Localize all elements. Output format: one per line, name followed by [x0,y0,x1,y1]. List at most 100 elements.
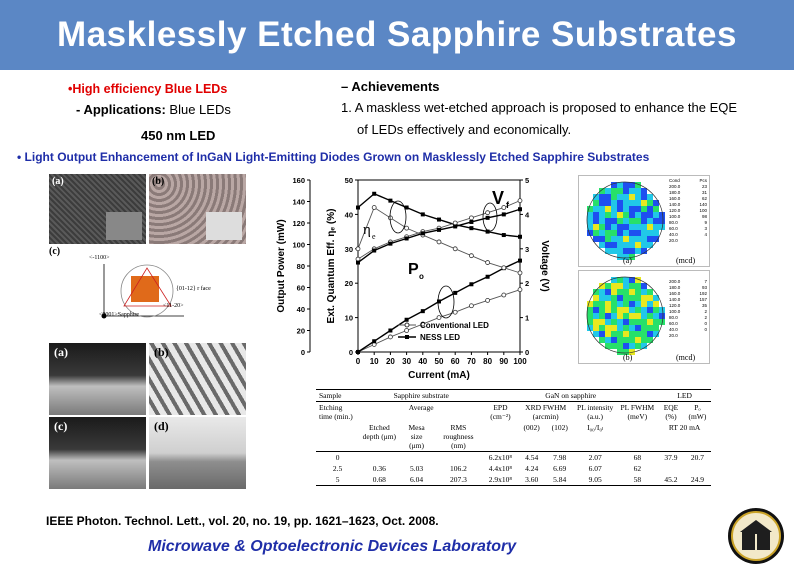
wafer-die [611,319,617,325]
eqe-tick-label: 50 [345,176,353,185]
wafer-die [611,289,617,295]
crystal-diagram-svg [101,264,184,319]
table-subheader-cell: (102) [551,423,568,432]
eqe-tick-label: 10 [345,314,353,323]
power-tick-label: 60 [297,284,305,293]
wafer-die [623,295,629,301]
table-header-cell: Pₒ (mW) [688,403,707,421]
table-group-header: LED [677,391,692,400]
legend-cond-value: 20.0 [669,333,678,338]
wafer-die [647,218,653,224]
wafer-die [635,200,641,206]
wafer-die [641,331,647,337]
wafer-die [641,206,647,212]
wafer-die [587,313,593,319]
data-point [355,256,361,262]
wafer-die [629,248,635,254]
wafer-die [605,301,611,307]
legend-cond-value: 200.0 [669,279,681,284]
table-cell: 106.2 [449,464,467,473]
wafer-die [623,349,629,355]
data-point [518,234,522,239]
wafer-die [635,295,641,301]
wafer-die [599,194,605,200]
legend-row: 120.0 35 [669,303,707,309]
wafer-die [629,295,635,301]
table-cell: 0.36 [372,464,386,473]
wafer-die [605,331,611,337]
wafer-die [629,307,635,313]
x-tick-label: 80 [483,357,492,366]
wafer-die [647,212,653,218]
data-point [420,231,425,236]
wafer-die [623,343,629,349]
power-tick-label: 100 [292,241,305,250]
wafer-outline [586,276,664,354]
table-cell: 5 [335,475,340,484]
wafer-die [641,248,647,254]
legend-pcs-value: 100 [699,208,707,213]
wafer-die [593,325,599,331]
wafer-die [617,283,623,289]
x-tick-label: 20 [386,357,395,366]
table-cell: 4.24 [525,464,539,473]
wafer-die [605,325,611,331]
wafer-die [623,242,629,248]
legend-row: 20.0 [669,238,707,244]
legend-cond-value: 60.0 [669,321,678,326]
wafer-die [641,319,647,325]
wafer-die [623,325,629,331]
data-point [485,297,491,303]
iv-chart-svg: 0 10 20 30 40 50 60 70 80 90 100020406080100120140… [276,176,550,381]
wafer-die [611,277,617,283]
wafer-die [623,230,629,236]
sem-a: (a) [49,343,146,415]
wafer-die [623,277,629,283]
wafer-die [593,230,599,236]
legend-row: 80.0 2 [669,315,707,321]
wafer-die [617,254,623,260]
table-cell: 9.05 [588,475,602,484]
wafer-die [641,218,647,224]
wafer-die [653,295,659,301]
legend-pcs-value: 3 [704,226,707,231]
table-cell: 5.03 [410,464,424,473]
wafer-die [647,236,653,242]
wafer-die [635,212,641,218]
wafer-die [629,242,635,248]
series-line-voltage-ness [357,208,521,264]
table-cell: 6.07 [588,464,602,473]
wafer-die [647,289,653,295]
legend-cond-value: 180.0 [669,285,681,290]
legend-pcs-value: 4 [704,232,707,237]
legend-label-ness: NESS LED [420,333,460,342]
wafer-die [599,295,605,301]
legend-cond-value: 80.0 [669,220,678,225]
wafer-die [647,242,653,248]
wafer-die [617,224,623,230]
data-point [469,282,474,287]
legend-pcs-value: 2 [704,309,707,314]
wafer-die [611,206,617,212]
legend-a-header-pcs: Pcs [699,178,707,183]
legend-marker-conventional [404,322,410,328]
wafer-die [629,188,635,194]
page-title: Masklessly Etched Sapphire Substrates [57,15,737,54]
table-group-header: GaN on sapphire [545,391,597,400]
wafer-die [647,331,653,337]
wafer-die [617,248,623,254]
wafer-die [635,331,641,337]
achievements-line-1: 1. A maskless wet-etched approach is pro… [341,100,738,115]
wafer-die [587,319,593,325]
legend-row: 200.0 7 [669,279,707,285]
legend-cond-value: 120.0 [669,303,681,308]
wafer-die [599,230,605,236]
table-row: 0 6.2x10⁸ 4.54 7.98 2.07 68 37.9 20.7 [316,452,711,464]
wafer-die [593,218,599,224]
wafer-die [641,337,647,343]
wafer-die [617,212,623,218]
footer-lab-name: Microwave & Optoelectronic Devices Labor… [148,538,517,555]
wafer-die [629,331,635,337]
wafer-die [641,289,647,295]
legend-row: 200.0 23 [669,184,707,190]
